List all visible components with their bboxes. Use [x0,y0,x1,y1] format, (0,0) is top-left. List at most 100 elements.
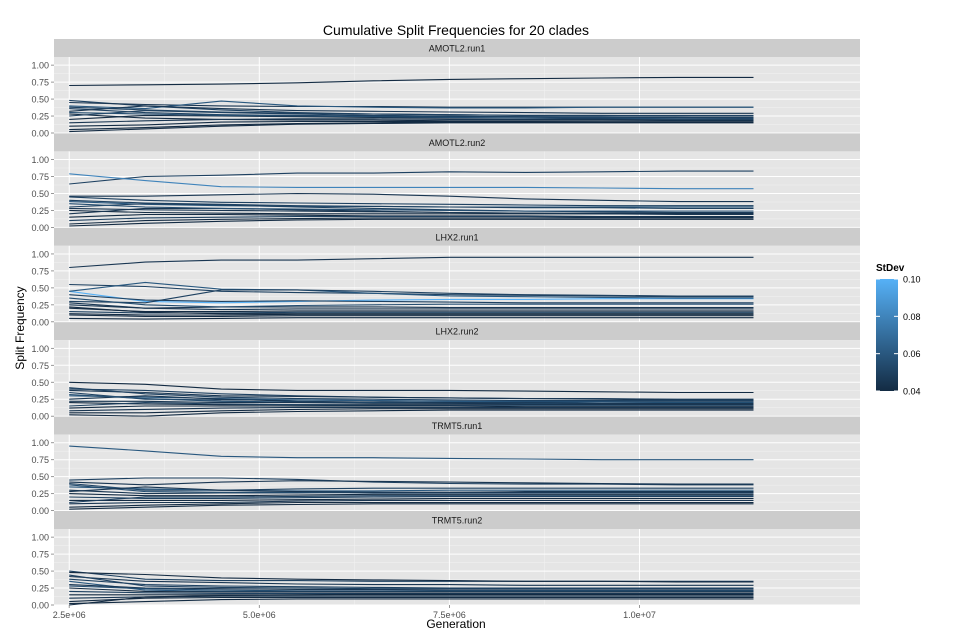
series-line [69,477,754,486]
series-line [69,118,754,124]
facet-panels: AMOTL2.run1 0.00 0.25 0.50 0.75 1.00 AMOTL2.ru… [31,39,860,620]
x-tick-label: 2.5e+06 [53,610,86,620]
facet-amotl2-run1: AMOTL2.run1 0.00 0.25 0.50 0.75 1.00 [31,39,860,139]
facet-strip-label: TRMT5.run2 [432,516,483,526]
series-line [69,575,754,586]
facet-strip [54,39,860,57]
series-line [69,503,754,510]
series-line [69,317,754,320]
y-tick-label: 0.00 [31,317,49,327]
series-line [69,497,754,501]
series-line [69,580,754,592]
series-line [69,203,754,214]
series-line [69,112,754,120]
series-line [69,584,754,591]
series-line [69,314,754,317]
series-line [69,105,754,114]
y-tick-label: 1.00 [31,155,49,165]
series-line [69,402,754,407]
facet-strip [54,511,860,529]
series-line [69,406,754,412]
y-tick-label: 0.00 [31,129,49,139]
x-tick-label: 5.0e+06 [243,610,276,620]
series-line [69,484,754,494]
series-line [69,486,754,492]
x-tick-label: 7.5e+06 [433,610,466,620]
y-tick-label: 0.25 [31,395,49,405]
series-line [69,302,754,311]
y-axis-label: Split Frequency [13,286,27,369]
facet-strip-label: LHX2.run1 [435,232,478,242]
series-line [69,480,754,486]
y-tick-label: 0.25 [31,584,49,594]
series-line [69,100,754,110]
series-line [69,596,754,603]
y-tick-label: 0.25 [31,112,49,122]
facet-trmt5-run2: TRMT5.run2 0.00 0.25 0.50 0.75 1.00 [31,511,860,611]
series-line [69,313,754,316]
facet-strip-label: AMOTL2.run1 [429,44,486,54]
legend-break-label: 0.06 [903,349,921,359]
facet-strip-label: AMOTL2.run2 [429,138,486,148]
stdev-legend: StDev 0.10 0.08 0.06 0.04 [876,263,921,397]
y-tick-label: 1.00 [31,533,49,543]
x-axis: 2.5e+06 5.0e+06 7.5e+06 1.0e+07 [53,605,656,620]
series-line [69,281,754,299]
y-tick-label: 1.00 [31,61,49,71]
legend-break-label: 0.04 [903,387,921,397]
series-line [69,106,754,116]
facet-strip-label: LHX2.run2 [435,327,478,337]
series-line [69,173,754,190]
chart-title: Cumulative Split Frequencies for 20 clad… [323,22,589,38]
y-tick-label: 0.50 [31,472,49,482]
series-line [69,213,754,218]
series-line [69,395,754,404]
series-line [69,122,754,133]
series-line [69,574,754,590]
series-line [69,290,754,304]
series-line [69,387,754,402]
x-axis-label: Generation [426,617,485,631]
series-line [69,113,754,122]
series-line [69,389,754,401]
facet-lhx2-run2: LHX2.run2 0.00 0.25 0.50 0.75 1.00 [31,322,860,422]
facet-strip [54,133,860,152]
series-line [69,207,754,214]
y-tick-label: 0.75 [31,266,49,276]
facet-amotl2-run2: AMOTL2.run2 0.00 0.25 0.50 0.75 1.00 [31,133,860,233]
y-tick-label: 0.75 [31,78,49,88]
y-tick-label: 0.75 [31,455,49,465]
facet-strip [54,322,860,341]
series-line [69,482,754,491]
y-tick-label: 0.50 [31,567,49,577]
series-line [69,571,754,583]
facet-strip [54,416,860,435]
series-line [69,217,754,225]
series-line [69,402,754,406]
series-line [69,408,754,414]
y-tick-label: 0.25 [31,489,49,499]
facet-lhx2-run1: LHX2.run1 0.00 0.25 0.50 0.75 1.00 [31,227,860,327]
series-line [69,578,754,589]
series-line [69,381,754,394]
legend-colorbar [876,279,898,391]
series-line [69,121,754,131]
series-line [69,218,754,227]
legend-title: StDev [876,263,905,274]
series-line [69,110,754,118]
legend-break-label: 0.10 [903,275,921,285]
y-tick-label: 1.00 [31,438,49,448]
panel-background [54,434,860,511]
series-line [69,486,754,493]
series-line [69,170,754,185]
series-line [69,501,754,508]
series-line [69,598,754,605]
series-line [69,294,754,304]
y-tick-label: 0.75 [31,172,49,182]
y-tick-label: 0.50 [31,283,49,293]
y-tick-label: 0.00 [31,223,49,233]
facet-strip [54,227,860,246]
y-tick-label: 1.00 [31,249,49,259]
series-line [69,283,754,298]
